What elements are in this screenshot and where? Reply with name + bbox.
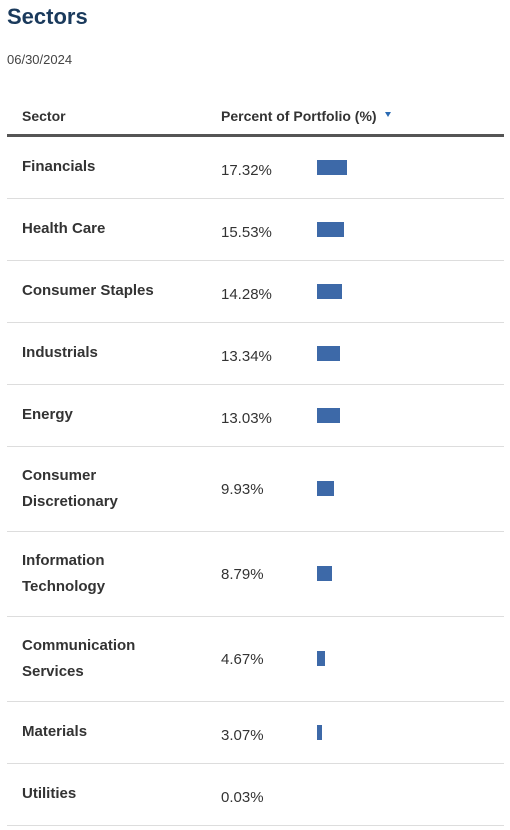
table-row: Materials 3.07% [7, 702, 504, 764]
sort-descending-icon[interactable] [385, 112, 391, 117]
sector-bar [317, 566, 333, 581]
sector-percent: 4.67% [221, 651, 264, 668]
column-header-percent[interactable]: Percent of Portfolio (%) [221, 108, 377, 124]
sector-bar [317, 160, 347, 175]
sector-percent: 14.28% [221, 286, 272, 303]
sector-name: Energy [22, 406, 73, 423]
table-row: Health Care 15.53% [7, 199, 504, 261]
sector-bar [317, 481, 335, 496]
column-header-sector[interactable]: Sector [22, 108, 66, 124]
sector-bar [317, 346, 341, 361]
sector-percent: 13.03% [221, 410, 272, 427]
sector-name: Consumer Discretionary [22, 467, 118, 510]
sectors-table: Sector Percent of Portfolio (%) Financia… [7, 96, 504, 826]
table-body: Financials 17.32% Health Care 15.53% Consume… [7, 137, 504, 826]
sector-percent: 9.93% [221, 481, 264, 498]
sector-name: Consumer Staples [22, 282, 154, 299]
as-of-date: 06/30/2024 [7, 52, 73, 67]
table-row: Utilities 0.03% [7, 764, 504, 826]
sector-name: Communication Services [22, 637, 136, 680]
sector-name: Industrials [22, 344, 98, 361]
table-row: Consumer Staples 14.28% [7, 261, 504, 323]
sector-name: Financials [22, 158, 96, 175]
sector-name: Health Care [22, 220, 106, 237]
table-row: Financials 17.32% [7, 137, 504, 199]
table-header: Sector Percent of Portfolio (%) [7, 96, 504, 137]
page-title: Sectors [7, 4, 88, 29]
table-row: Energy 13.03% [7, 385, 504, 447]
sector-percent: 13.34% [221, 348, 272, 365]
sector-percent: 17.32% [221, 162, 272, 179]
sector-name: Materials [22, 723, 88, 740]
sector-bar [317, 651, 326, 666]
sector-percent: 0.03% [221, 789, 264, 806]
sector-percent: 3.07% [221, 727, 264, 744]
sector-name: Utilities [22, 785, 77, 802]
sector-bar [317, 408, 340, 423]
table-row: Consumer Discretionary 9.93% [7, 447, 504, 532]
table-row: Communication Services 4.67% [7, 617, 504, 702]
sector-percent: 15.53% [221, 224, 272, 241]
sector-bar [317, 222, 344, 237]
sector-name: Information Technology [22, 552, 106, 595]
table-row: Industrials 13.34% [7, 323, 504, 385]
sector-bar [317, 284, 342, 299]
sector-percent: 8.79% [221, 566, 264, 583]
table-row: Information Technology 8.79% [7, 532, 504, 617]
sector-bar [317, 725, 323, 740]
